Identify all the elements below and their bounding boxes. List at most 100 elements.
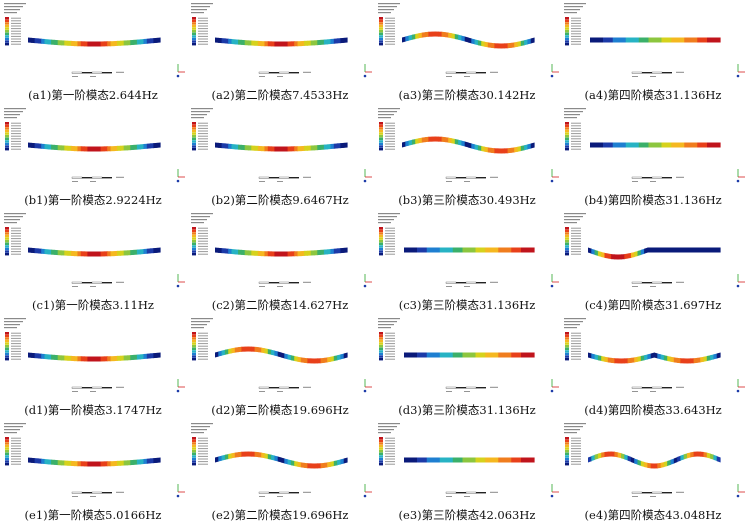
header-text-line bbox=[564, 213, 586, 215]
header-text-line bbox=[191, 12, 204, 14]
beam-segment bbox=[687, 358, 691, 364]
beam-segment bbox=[617, 452, 622, 459]
beam-segment bbox=[687, 452, 691, 459]
legend-tick-label bbox=[385, 251, 395, 253]
legend-tick-label bbox=[198, 450, 208, 452]
beam-segment bbox=[314, 145, 318, 151]
legend-tick-label bbox=[198, 127, 208, 129]
scale-bar-label bbox=[490, 386, 498, 388]
legend-tick-label bbox=[11, 130, 21, 132]
beam-segment bbox=[495, 457, 499, 463]
beam-segment bbox=[257, 452, 262, 458]
legend-tick-label bbox=[571, 125, 581, 127]
header-text-line bbox=[4, 423, 26, 425]
mode-panel-e2: (e2)第二阶模态19.696Hz bbox=[187, 420, 373, 525]
beam-segment bbox=[67, 460, 72, 466]
beam-segment bbox=[113, 355, 118, 362]
triad-z-axis bbox=[176, 179, 180, 183]
beam-segment bbox=[468, 37, 472, 44]
beam-segment bbox=[277, 146, 282, 152]
beam-segment bbox=[314, 40, 318, 46]
scale-bar-label bbox=[650, 181, 656, 182]
beam-segment bbox=[267, 146, 272, 152]
legend-swatch bbox=[192, 350, 196, 353]
beam-segment bbox=[624, 358, 629, 364]
beam-segment bbox=[520, 145, 525, 152]
mode-plot bbox=[191, 108, 372, 183]
beam-segment bbox=[257, 347, 262, 353]
beam-segment bbox=[28, 37, 32, 43]
legend-swatch bbox=[379, 242, 383, 245]
legend-tick-label bbox=[385, 448, 395, 450]
beam-segment bbox=[420, 457, 425, 463]
beam-segment bbox=[614, 451, 619, 458]
beam-segment bbox=[487, 147, 492, 153]
legend-tick-label bbox=[385, 455, 395, 457]
legend-tick-label bbox=[385, 345, 395, 347]
beam-segment bbox=[710, 453, 714, 460]
beam-segment bbox=[340, 37, 345, 44]
legend-tick-label bbox=[571, 340, 581, 342]
beam-segment bbox=[683, 453, 688, 460]
beam-segment bbox=[90, 461, 95, 467]
beam-segment bbox=[465, 247, 470, 253]
beam-segment bbox=[320, 39, 325, 45]
legend-swatch bbox=[192, 450, 196, 453]
legend-swatch bbox=[192, 347, 196, 350]
beam-segment bbox=[51, 39, 55, 45]
legend-swatch bbox=[192, 457, 196, 461]
beam-segment bbox=[320, 357, 325, 364]
beam-segment bbox=[707, 37, 711, 43]
legend-swatch bbox=[192, 444, 196, 448]
legend-tick-label bbox=[385, 350, 395, 352]
beam-segment bbox=[133, 354, 138, 360]
beam-segment bbox=[274, 455, 279, 462]
beam-segment bbox=[596, 142, 601, 148]
beam-segment bbox=[143, 248, 148, 255]
beam-segment bbox=[410, 247, 415, 253]
scale-bar-segment bbox=[651, 176, 663, 179]
legend-tick-label bbox=[198, 25, 208, 27]
beam-segment bbox=[673, 247, 678, 253]
legend-swatch bbox=[379, 229, 383, 232]
beam-segment bbox=[658, 142, 663, 148]
beam-segment bbox=[44, 39, 49, 45]
beam-segment bbox=[77, 251, 82, 257]
beam-segment bbox=[290, 41, 295, 47]
beam-segment bbox=[97, 146, 102, 152]
scale-bar-segment bbox=[465, 386, 477, 389]
beam-segment bbox=[621, 358, 625, 364]
legend-tick-label bbox=[385, 138, 395, 140]
beam-segment bbox=[508, 247, 512, 253]
legend-swatch bbox=[5, 342, 9, 345]
legend-tick-label bbox=[11, 20, 21, 22]
beam-segment bbox=[423, 457, 428, 463]
beam-segment bbox=[670, 458, 675, 465]
beam-segment bbox=[113, 250, 118, 257]
legend-swatch bbox=[5, 460, 9, 463]
beam-segment bbox=[664, 142, 669, 148]
legend-tick-label bbox=[385, 235, 395, 237]
legend-tick-label bbox=[198, 235, 208, 237]
legend-tick-label bbox=[198, 238, 208, 240]
beam-segment bbox=[410, 352, 415, 358]
legend-tick-label bbox=[571, 20, 581, 22]
legend-swatch bbox=[565, 32, 569, 35]
beam-segment bbox=[57, 145, 62, 151]
legend-swatch bbox=[379, 19, 383, 22]
beam-segment bbox=[287, 459, 292, 466]
legend-tick-label bbox=[571, 17, 581, 19]
scale-bar-label bbox=[446, 496, 452, 497]
beam-segment bbox=[218, 142, 223, 149]
legend-tick-label bbox=[385, 343, 395, 345]
beam-segment bbox=[87, 356, 92, 362]
header-text-line bbox=[4, 432, 17, 434]
legend-swatch bbox=[379, 355, 383, 358]
mode-panel-a3: (a3)第三阶模态30.142Hz bbox=[374, 0, 560, 105]
beam-segment bbox=[113, 460, 118, 467]
legend-swatch bbox=[5, 22, 9, 25]
beam-segment bbox=[123, 145, 128, 151]
beam-segment bbox=[234, 249, 239, 255]
legend-swatch bbox=[5, 250, 9, 253]
beam-segment bbox=[107, 41, 112, 47]
